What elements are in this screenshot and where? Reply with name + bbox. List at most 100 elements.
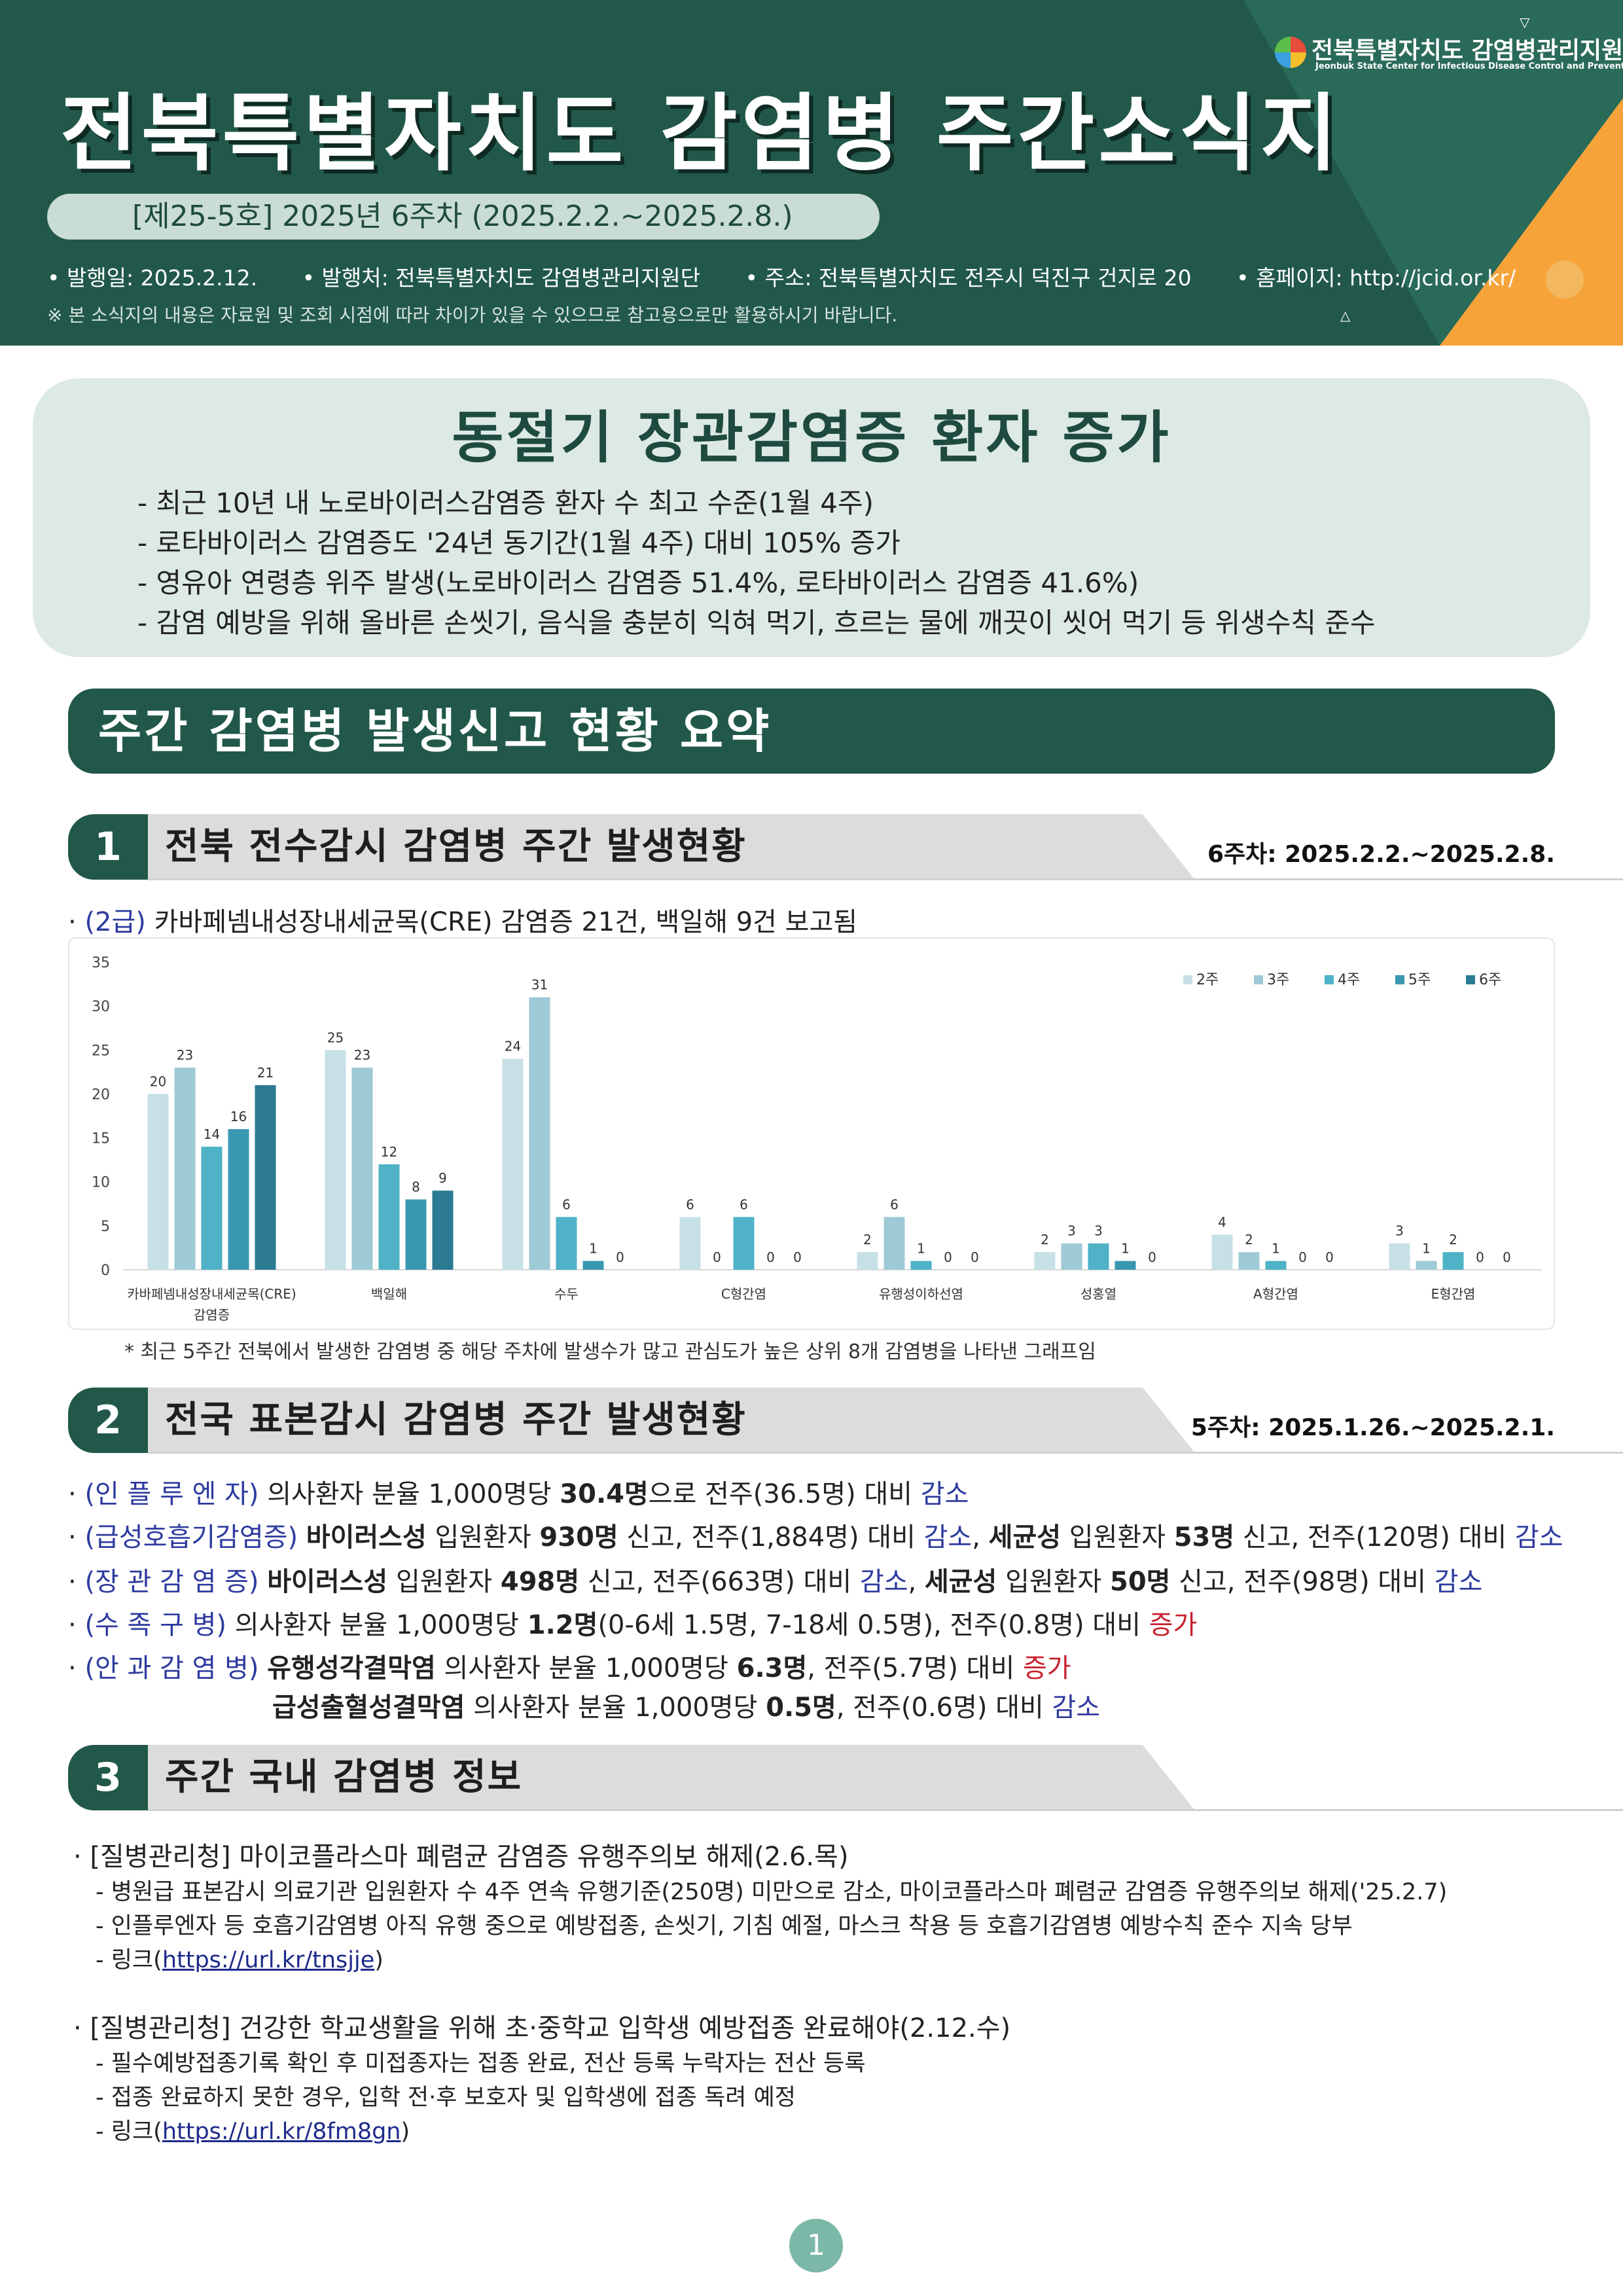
bar-value-label: 2 <box>1245 1232 1253 1247</box>
row-segment: · <box>68 1567 85 1597</box>
chart-bar <box>1442 1252 1464 1270</box>
row-segment: · <box>68 1479 85 1509</box>
row-segment: (0-6세 1.5명, 7-18세 0.5명), 전주(0.8명) 대비 <box>597 1610 1149 1640</box>
row-segment: 30.4명 <box>560 1479 649 1509</box>
section-number: 1 <box>68 814 148 880</box>
row-segment: 증가 <box>1149 1610 1198 1640</box>
chart-bar <box>351 1067 373 1270</box>
section-number: 2 <box>68 1388 148 1453</box>
section-title: 전북 전수감시 감염병 주간 발생현황 <box>165 825 747 868</box>
y-tick-label: 20 <box>92 1086 110 1103</box>
surveillance-row: · (장 관 감 염 증) 바이러스성 입원환자 498명 신고, 전주(663… <box>68 1560 1482 1598</box>
row-segment: 의사환자 분율 1,000명당 <box>226 1610 527 1640</box>
bar-value-label: 3 <box>1395 1223 1404 1239</box>
news-item-1-line: - 병원급 표본감시 의료기관 입원환자 수 4주 연속 유행기준(250명) … <box>96 1879 1448 1905</box>
x-category-label: 카바페넴내성장내세균목(CRE) <box>127 1286 296 1302</box>
row-segment <box>259 1653 268 1683</box>
section-date: 6주차: 2025.2.2.~2025.2.8. <box>1207 841 1555 868</box>
section-bar <box>148 1745 1195 1810</box>
row-segment: · <box>68 1522 85 1552</box>
link-prefix: - 링크( <box>96 1947 162 1973</box>
row-segment: 입원환자 <box>426 1522 540 1552</box>
row-segment: 감소 <box>1434 1567 1483 1597</box>
x-category-label: 유행성이하선염 <box>879 1286 963 1302</box>
row-segment: (수 족 구 병) <box>84 1610 226 1640</box>
legend-entry: 4주 <box>1338 972 1360 988</box>
bar-value-label: 23 <box>354 1047 370 1063</box>
bar-value-label: 1 <box>917 1241 925 1257</box>
highlight-item: - 최근 10년 내 노로바이러스감염증 환자 수 최고 수준(1월 4주) <box>137 487 874 519</box>
row-segment: (인 플 루 엔 자) <box>84 1479 259 1509</box>
org-name: 전북특별자치도 감염병관리지원단 <box>1311 37 1623 64</box>
x-category-label: 백일해 <box>371 1286 407 1302</box>
row-segment: 50명 <box>1110 1567 1171 1597</box>
legend-entry: 5주 <box>1408 972 1431 988</box>
news-link-1[interactable]: https://url.kr/tnsjje <box>162 1947 375 1973</box>
section-1-header: 1 전북 전수감시 감염병 주간 발생현황 6주차: 2025.2.2.~202… <box>68 814 1623 880</box>
row-segment: 0.5명 <box>766 1693 836 1723</box>
legend-swatch <box>1183 975 1192 984</box>
bar-value-label: 0 <box>713 1249 721 1265</box>
row-segment: 입원환자 <box>997 1567 1110 1597</box>
highlight-item: - 영유아 연령층 위주 발생(노로바이러스 감염증 51.4%, 로타바이러스… <box>137 567 1139 599</box>
x-category-label: 성홍열 <box>1080 1286 1116 1302</box>
highlight-box <box>33 378 1590 657</box>
bar-value-label: 1 <box>1272 1241 1280 1257</box>
disclaimer-note: ※ 본 소식지의 내용은 자료원 및 조회 시점에 따라 차이가 있을 수 있으… <box>47 304 898 326</box>
highlight-item: - 감염 예방을 위해 올바른 손씻기, 음식을 충분히 익혀 먹기, 흐르는 … <box>137 607 1376 639</box>
news-item-1-link-line: - 링크(https://url.kr/tnsjje) <box>96 1941 383 1975</box>
bar-value-label: 0 <box>944 1249 952 1265</box>
chart-bar <box>147 1094 169 1270</box>
chart-bar <box>174 1067 196 1270</box>
row-segment: 바이러스성 <box>306 1522 427 1552</box>
surveillance-row: · (수 족 구 병) 의사환자 분율 1,000명당 1.2명(0-6세 1.… <box>68 1604 1197 1641</box>
bar-value-label: 2 <box>1041 1232 1049 1247</box>
bar-value-label: 16 <box>230 1109 247 1124</box>
row-segment: , <box>908 1567 925 1597</box>
section-divider <box>148 878 1623 880</box>
link-suffix: ) <box>401 2119 410 2145</box>
section-2-header: 2 전국 표본감시 감염병 주간 발생현황 5주차: 2025.1.26.~20… <box>68 1388 1623 1454</box>
row-segment: 의사환자 분율 1,000명당 <box>435 1653 737 1683</box>
bar-value-label: 23 <box>177 1047 193 1063</box>
bar-chart: 0 5 10 15 20 25 30 35 20 23 14 16 21 카바페넴내성장내세균목(CRE)… <box>68 937 1555 1330</box>
row-segment: (급성호흡기감염증) <box>84 1522 298 1552</box>
x-category-label: E형간염 <box>1431 1286 1476 1302</box>
row-segment: 증가 <box>1022 1653 1071 1683</box>
row-segment: 신고, 전주(120명) 대비 <box>1234 1522 1515 1552</box>
chart-bar <box>679 1217 701 1270</box>
row-segment: 53명 <box>1173 1522 1235 1552</box>
bar-value-label: 6 <box>740 1196 748 1212</box>
publication-meta: • 발행일: 2025.2.12. • 발행처: 전북특별자치도 감염병관리지원… <box>47 260 1554 292</box>
bar-value-label: 1 <box>1121 1241 1130 1257</box>
bar-value-label: 3 <box>1094 1223 1103 1239</box>
section-divider <box>148 1452 1623 1454</box>
link-suffix: ) <box>374 1947 383 1973</box>
chart-bar <box>325 1050 346 1270</box>
bar-value-label: 25 <box>327 1030 344 1045</box>
row-segment: 바이러스성 <box>267 1567 388 1597</box>
bar-value-label: 0 <box>971 1249 979 1265</box>
bullet-dot: · <box>68 907 85 937</box>
highlight-item: - 로타바이러스 감염증도 '24년 동기간(1월 4주) 대비 105% 증가 <box>137 527 901 559</box>
surveillance-row: 급성출혈성결막염 의사환자 분율 1,000명당 0.5명, 전주(0.6명) … <box>272 1686 1100 1724</box>
chart-bar <box>582 1261 604 1270</box>
publish-date: • 발행일: 2025.2.12. <box>47 265 258 291</box>
bar-chart-svg: 051015202530352023141621카바페넴내성장내세균목(CRE)… <box>92 955 1542 1323</box>
row-segment: 으로 전주(36.5명) 대비 <box>648 1479 921 1509</box>
bullet-text: 카바페넴내성장내세균목(CRE) 감염증 21건, 백일해 9건 보고됨 <box>154 907 858 937</box>
bar-value-label: 2 <box>863 1232 872 1247</box>
chart-bar <box>733 1217 755 1270</box>
row-segment: 감소 <box>1514 1522 1563 1552</box>
y-tick-label: 0 <box>101 1263 110 1279</box>
triangle-down-icon: ▽ <box>1520 14 1530 30</box>
chart-bar <box>857 1252 878 1270</box>
homepage-link[interactable]: • 홈페이지: http://jcid.or.kr/ <box>1236 265 1516 291</box>
legend-entry: 6주 <box>1479 972 1501 988</box>
page-number: 1 <box>789 2219 843 2272</box>
section-date: 5주차: 2025.1.26.~2025.2.1. <box>1190 1414 1555 1441</box>
chart-bar <box>405 1199 427 1270</box>
news-link-2[interactable]: https://url.kr/8fm8gn <box>162 2119 401 2145</box>
bar-value-label: 21 <box>257 1065 274 1081</box>
chart-bar <box>910 1261 932 1270</box>
